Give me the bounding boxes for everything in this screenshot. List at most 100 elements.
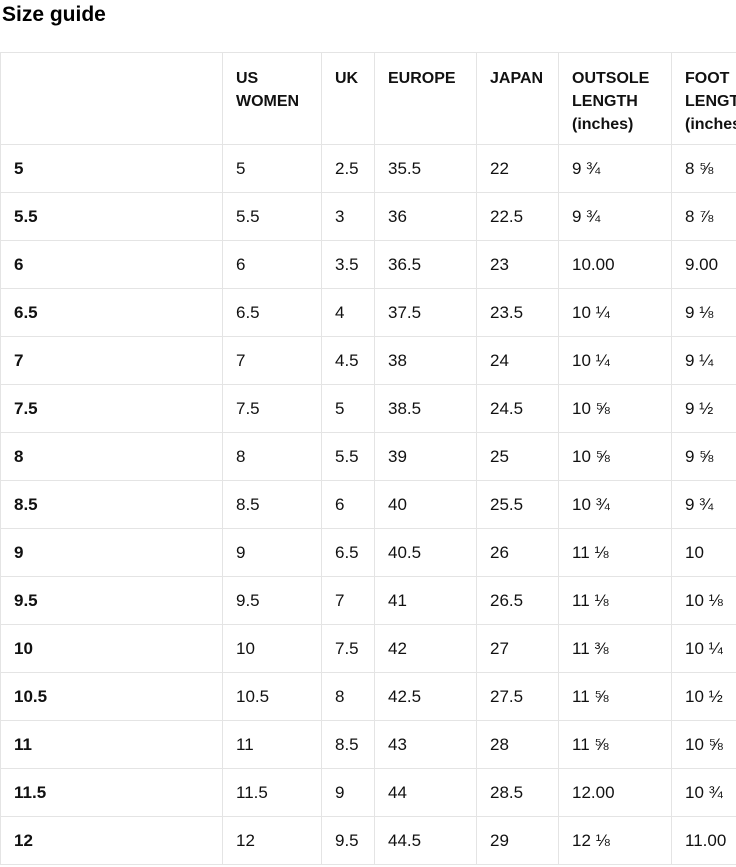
table-cell: 26.5: [476, 576, 559, 625]
table-cell: 27.5: [476, 672, 559, 721]
column-header-us-women: US WOMEN: [222, 52, 322, 145]
table-cell: 11.5: [222, 768, 322, 817]
table-cell: 37.5: [374, 288, 477, 337]
table-cell: 11 ⅛: [558, 528, 672, 577]
row-label-cell: 11.5: [0, 768, 223, 817]
table-cell: 38: [374, 336, 477, 385]
table-cell: 11 ⅝: [558, 672, 672, 721]
table-cell: 7.5: [321, 624, 375, 673]
table-cell: 24: [476, 336, 559, 385]
row-label-cell: 8.5: [0, 480, 223, 529]
table-cell: 6.5: [222, 288, 322, 337]
size-guide-table: US WOMEN UK EUROPE JAPAN OUTSOLE LENGTH …: [0, 52, 736, 865]
table-row: 6.5 6.5 4 37.5 23.5 10 ¼ 9 ⅛: [0, 288, 736, 337]
row-label-cell: 6: [0, 240, 223, 289]
table-cell: 10 ¼: [671, 624, 736, 673]
table-cell: 35.5: [374, 144, 477, 193]
table-cell: 9 ⅝: [671, 432, 736, 481]
table-cell: 22: [476, 144, 559, 193]
table-cell: 10 ¼: [558, 288, 672, 337]
table-cell: 42: [374, 624, 477, 673]
table-cell: 4.5: [321, 336, 375, 385]
table-cell: 9 ¼: [671, 336, 736, 385]
table-cell: 10 ½: [671, 672, 736, 721]
table-cell: 8 ⅞: [671, 192, 736, 241]
table-cell: 5.5: [321, 432, 375, 481]
row-label-cell: 11: [0, 720, 223, 769]
table-cell: 36: [374, 192, 477, 241]
column-header-europe: EUROPE: [374, 52, 477, 145]
table-cell: 3: [321, 192, 375, 241]
table-row: 5 5 2.5 35.5 22 9 ¾ 8 ⅝: [0, 144, 736, 193]
table-cell: 3.5: [321, 240, 375, 289]
table-cell: 39: [374, 432, 477, 481]
table-cell: 10 ⅛: [671, 576, 736, 625]
table-cell: 40.5: [374, 528, 477, 577]
table-row: 11 11 8.5 43 28 11 ⅝ 10 ⅝: [0, 720, 736, 769]
table-cell: 9: [222, 528, 322, 577]
table-cell: 24.5: [476, 384, 559, 433]
table-cell: 12.00: [558, 768, 672, 817]
row-label-cell: 9.5: [0, 576, 223, 625]
table-cell: 5: [222, 144, 322, 193]
column-header-blank: [0, 52, 223, 145]
table-cell: 26: [476, 528, 559, 577]
row-label-cell: 9: [0, 528, 223, 577]
table-cell: 9.00: [671, 240, 736, 289]
table-row: 8 8 5.5 39 25 10 ⅝ 9 ⅝: [0, 432, 736, 481]
row-label-cell: 12: [0, 816, 223, 865]
table-cell: 8: [321, 672, 375, 721]
table-cell: 7.5: [222, 384, 322, 433]
table-cell: 42.5: [374, 672, 477, 721]
table-cell: 44.5: [374, 816, 477, 865]
table-cell: 9: [321, 768, 375, 817]
table-cell: 2.5: [321, 144, 375, 193]
table-cell: 9 ¾: [558, 192, 672, 241]
table-row: 7 7 4.5 38 24 10 ¼ 9 ¼: [0, 336, 736, 385]
table-cell: 9 ⅛: [671, 288, 736, 337]
table-cell: 9 ½: [671, 384, 736, 433]
table-cell: 6: [321, 480, 375, 529]
table-cell: 11 ⅜: [558, 624, 672, 673]
table-cell: 12: [222, 816, 322, 865]
column-header-outsole-length: OUTSOLE LENGTH (inches): [558, 52, 672, 145]
table-row: 10.5 10.5 8 42.5 27.5 11 ⅝ 10 ½: [0, 672, 736, 721]
table-cell: 36.5: [374, 240, 477, 289]
column-header-foot-length: FOOT LENGTH (inches): [671, 52, 736, 145]
table-cell: 8.5: [321, 720, 375, 769]
table-row: 5.5 5.5 3 36 22.5 9 ¾ 8 ⅞: [0, 192, 736, 241]
table-cell: 40: [374, 480, 477, 529]
table-cell: 11 ⅛: [558, 576, 672, 625]
table-cell: 5.5: [222, 192, 322, 241]
table-cell: 10.5: [222, 672, 322, 721]
table-cell: 10.00: [558, 240, 672, 289]
table-cell: 9.5: [222, 576, 322, 625]
row-label-cell: 5: [0, 144, 223, 193]
table-cell: 9.5: [321, 816, 375, 865]
row-label-cell: 7.5: [0, 384, 223, 433]
table-cell: 38.5: [374, 384, 477, 433]
table-cell: 27: [476, 624, 559, 673]
size-guide-table-container: US WOMEN UK EUROPE JAPAN OUTSOLE LENGTH …: [0, 52, 736, 865]
table-cell: 25: [476, 432, 559, 481]
table-row: 7.5 7.5 5 38.5 24.5 10 ⅝ 9 ½: [0, 384, 736, 433]
table-cell: 7: [321, 576, 375, 625]
column-header-japan: JAPAN: [476, 52, 559, 145]
table-cell: 10 ⅝: [558, 432, 672, 481]
table-row: 6 6 3.5 36.5 23 10.00 9.00: [0, 240, 736, 289]
table-cell: 41: [374, 576, 477, 625]
table-cell: 11 ⅝: [558, 720, 672, 769]
table-cell: 5: [321, 384, 375, 433]
table-cell: 10 ⅝: [671, 720, 736, 769]
table-cell: 12 ⅛: [558, 816, 672, 865]
table-header-row: US WOMEN UK EUROPE JAPAN OUTSOLE LENGTH …: [0, 52, 736, 145]
page-title: Size guide: [2, 3, 106, 26]
row-label-cell: 8: [0, 432, 223, 481]
table-row: 9 9 6.5 40.5 26 11 ⅛ 10: [0, 528, 736, 577]
table-cell: 29: [476, 816, 559, 865]
table-cell: 10 ¾: [558, 480, 672, 529]
table-cell: 28.5: [476, 768, 559, 817]
table-cell: 7: [222, 336, 322, 385]
table-cell: 6: [222, 240, 322, 289]
table-cell: 9 ¾: [558, 144, 672, 193]
